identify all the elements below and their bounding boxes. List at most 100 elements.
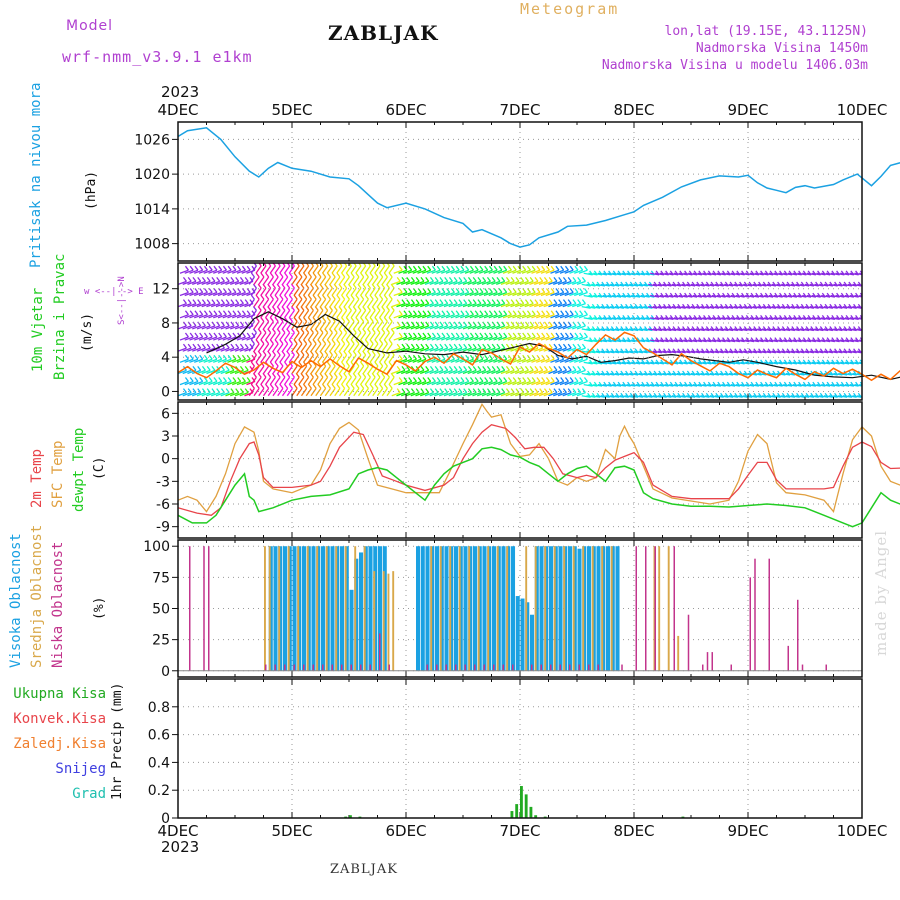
wind-barb [329, 321, 336, 330]
wind-barb-flag [322, 272, 327, 278]
wind-barb [809, 328, 819, 332]
wind-barb-flag [255, 272, 260, 278]
wind-barb [519, 280, 529, 286]
wind-barb [806, 339, 816, 343]
wind-barb-flag [237, 354, 242, 360]
wind-barb-flag [539, 299, 544, 304]
wind-barb-flag [477, 343, 482, 349]
wind-barb [676, 328, 686, 332]
wind-barb [749, 272, 759, 276]
wind-barb [819, 283, 829, 287]
wind-barb [787, 361, 797, 365]
high-cloud-bar [340, 546, 345, 671]
wind-barb [283, 376, 291, 385]
wind-barb [277, 365, 284, 374]
wind-barb-flag [577, 276, 582, 282]
wind-barb-flag [574, 265, 579, 271]
wind-barb [357, 276, 365, 285]
wind-barb [787, 383, 797, 387]
wind-barb [859, 272, 862, 275]
wind-barb-flag [252, 306, 257, 311]
wind-barb-flag [512, 310, 517, 316]
wind-barb-flag [434, 321, 439, 327]
wind-barb [201, 325, 211, 330]
wind-barb-flag [486, 343, 491, 349]
wind-barb-flag [379, 317, 384, 322]
wind-barb [616, 317, 626, 321]
wind-barb [274, 376, 281, 385]
low-cloud-bar [379, 633, 381, 671]
wind-barb [198, 358, 208, 363]
wind-barb [534, 369, 543, 375]
wind-barb [581, 328, 591, 332]
wind-barb-flag [250, 294, 255, 300]
wind-barb-flag [520, 388, 525, 394]
wind-barb [806, 294, 816, 298]
wind-barb-flag [296, 263, 300, 267]
mid-cloud-bar [268, 546, 271, 671]
wind-barb [757, 283, 767, 287]
high-cloud-bar [449, 546, 454, 671]
wind-barb-flag [216, 321, 221, 327]
wind-barb-flag [427, 265, 432, 271]
wind-barb-flag [376, 263, 381, 267]
wind-barb [676, 395, 686, 398]
mid-cloud-bar [297, 546, 300, 671]
wind-barb-flag [328, 306, 333, 311]
wind-barb [281, 276, 289, 285]
wind-barb [415, 369, 425, 375]
low-cloud-bar [621, 664, 623, 671]
wind-barb [398, 291, 408, 297]
wind-barb [225, 392, 235, 397]
pressure-ytick-label: 1014 [134, 202, 170, 218]
wind-barb [643, 306, 653, 309]
wind-barb [227, 291, 237, 297]
wind-barb [574, 336, 583, 341]
wind-barb [538, 302, 548, 308]
wind-barb [217, 314, 227, 319]
wind-barb [776, 283, 786, 287]
wind-barb [659, 361, 669, 365]
wind-barb-flag [298, 339, 303, 345]
wind-barb [771, 350, 781, 354]
high-cloud-bar [302, 546, 307, 671]
wind-barb [792, 361, 802, 365]
wind-barb-flag [232, 332, 237, 338]
wind-barb [262, 343, 270, 352]
wind-barb [391, 280, 401, 286]
wind-barb [319, 387, 327, 397]
wind-barb [396, 302, 406, 308]
wind-barb [515, 325, 524, 330]
wind-barb [464, 314, 474, 319]
wind-barb [676, 283, 686, 287]
low-cloud-bar [445, 664, 447, 671]
wind-barb [564, 336, 574, 341]
wind-barb [840, 339, 850, 343]
wind-barb [540, 380, 550, 386]
wind-barb [230, 347, 239, 352]
temperature-ytick-label: 0 [161, 452, 170, 468]
wind-barb-flag [298, 272, 303, 278]
wind-barb [645, 272, 655, 276]
wind-barb [688, 383, 698, 387]
wind-barb [274, 265, 281, 274]
wind-barb [730, 383, 740, 387]
wind-barb-flag [357, 328, 362, 334]
wind-barb [557, 280, 567, 286]
wind-barb-flag [211, 365, 216, 371]
wind-barb [225, 347, 235, 352]
wind-barb-flag [381, 328, 386, 334]
wind-barb [331, 265, 338, 274]
wind-barb [825, 361, 835, 365]
wind-barb [766, 350, 776, 354]
wind-barb [564, 291, 574, 297]
wind-barb [357, 321, 365, 330]
wind-barb-flag [543, 388, 548, 394]
wind-barb [842, 372, 852, 376]
wind-barb [588, 272, 598, 276]
wind-barb [417, 358, 427, 363]
wind-barb-flag [222, 354, 227, 360]
wind-barb [179, 380, 189, 386]
wind-barb [719, 350, 729, 354]
wind-barb-flag [564, 265, 569, 271]
